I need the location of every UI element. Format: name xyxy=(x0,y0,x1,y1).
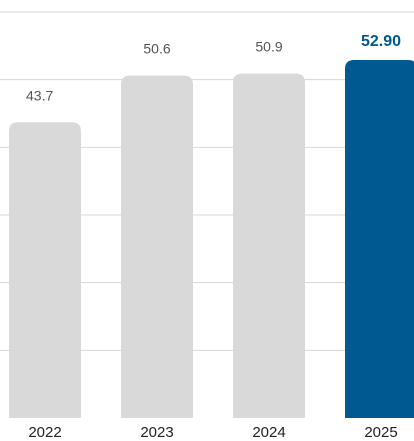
value-label-2023: 50.6 xyxy=(143,41,170,57)
bar-2023 xyxy=(121,75,193,419)
x-tick-2023: 2023 xyxy=(140,424,173,441)
value-label-2022: 43.7 xyxy=(26,87,53,103)
value-label-2025: 52.90 xyxy=(361,33,401,50)
x-tick-2022: 2022 xyxy=(28,424,61,441)
bar-2024 xyxy=(233,73,305,419)
value-label-2024: 50.9 xyxy=(255,39,282,55)
x-tick-2024: 2024 xyxy=(252,424,285,441)
bar-2025 xyxy=(345,60,414,418)
x-tick-2025: 2025 xyxy=(364,424,397,441)
bars xyxy=(9,60,414,419)
value-labels: 43.7 50.6 50.9 52.90 xyxy=(26,33,401,103)
x-tick-labels: 2022 2023 2024 2025 xyxy=(28,424,397,441)
bar-2022 xyxy=(9,122,81,419)
